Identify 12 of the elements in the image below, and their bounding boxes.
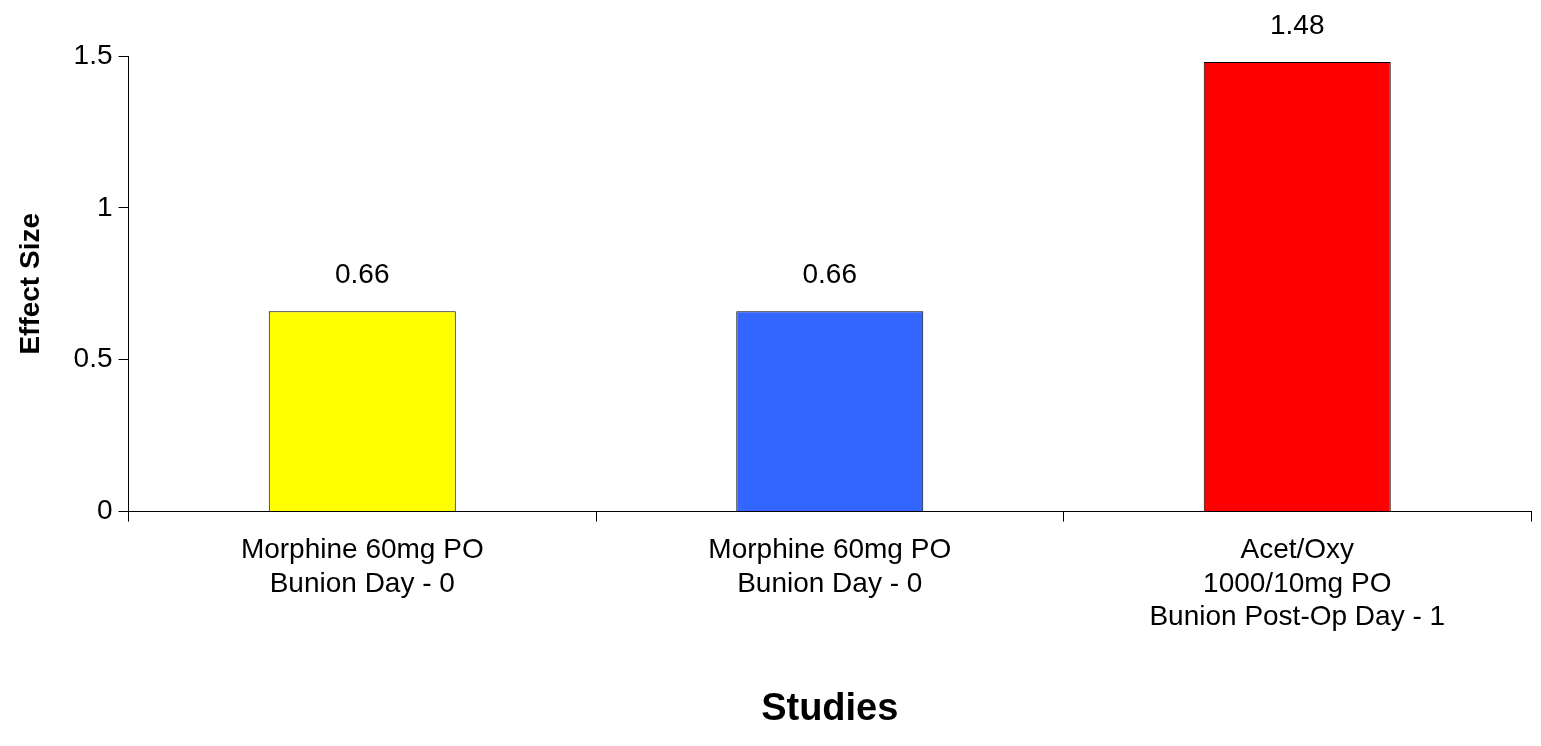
y-tick-label: 0.5 xyxy=(73,342,113,374)
x-axis-title: Studies xyxy=(761,685,899,728)
data-label: 0.66 xyxy=(802,257,858,289)
x-tick-label: Acet/Oxy 1000/10mg PO Bunion Post-Op Day - 1 xyxy=(1149,533,1446,632)
y-tick-label: 1.5 xyxy=(73,38,113,70)
y-axis-title: Effect Size xyxy=(13,213,45,355)
data-label: 0.66 xyxy=(335,257,390,289)
y-tick-label: 0 xyxy=(96,494,113,526)
x-tick-label: Morphine 60mg PO Bunion Day - 0 xyxy=(240,533,484,598)
y-tick-label: 1 xyxy=(96,190,113,222)
x-tick-label: Morphine 60mg PO Bunion Day - 0 xyxy=(708,533,952,598)
data-label: 1.48 xyxy=(1270,8,1325,40)
